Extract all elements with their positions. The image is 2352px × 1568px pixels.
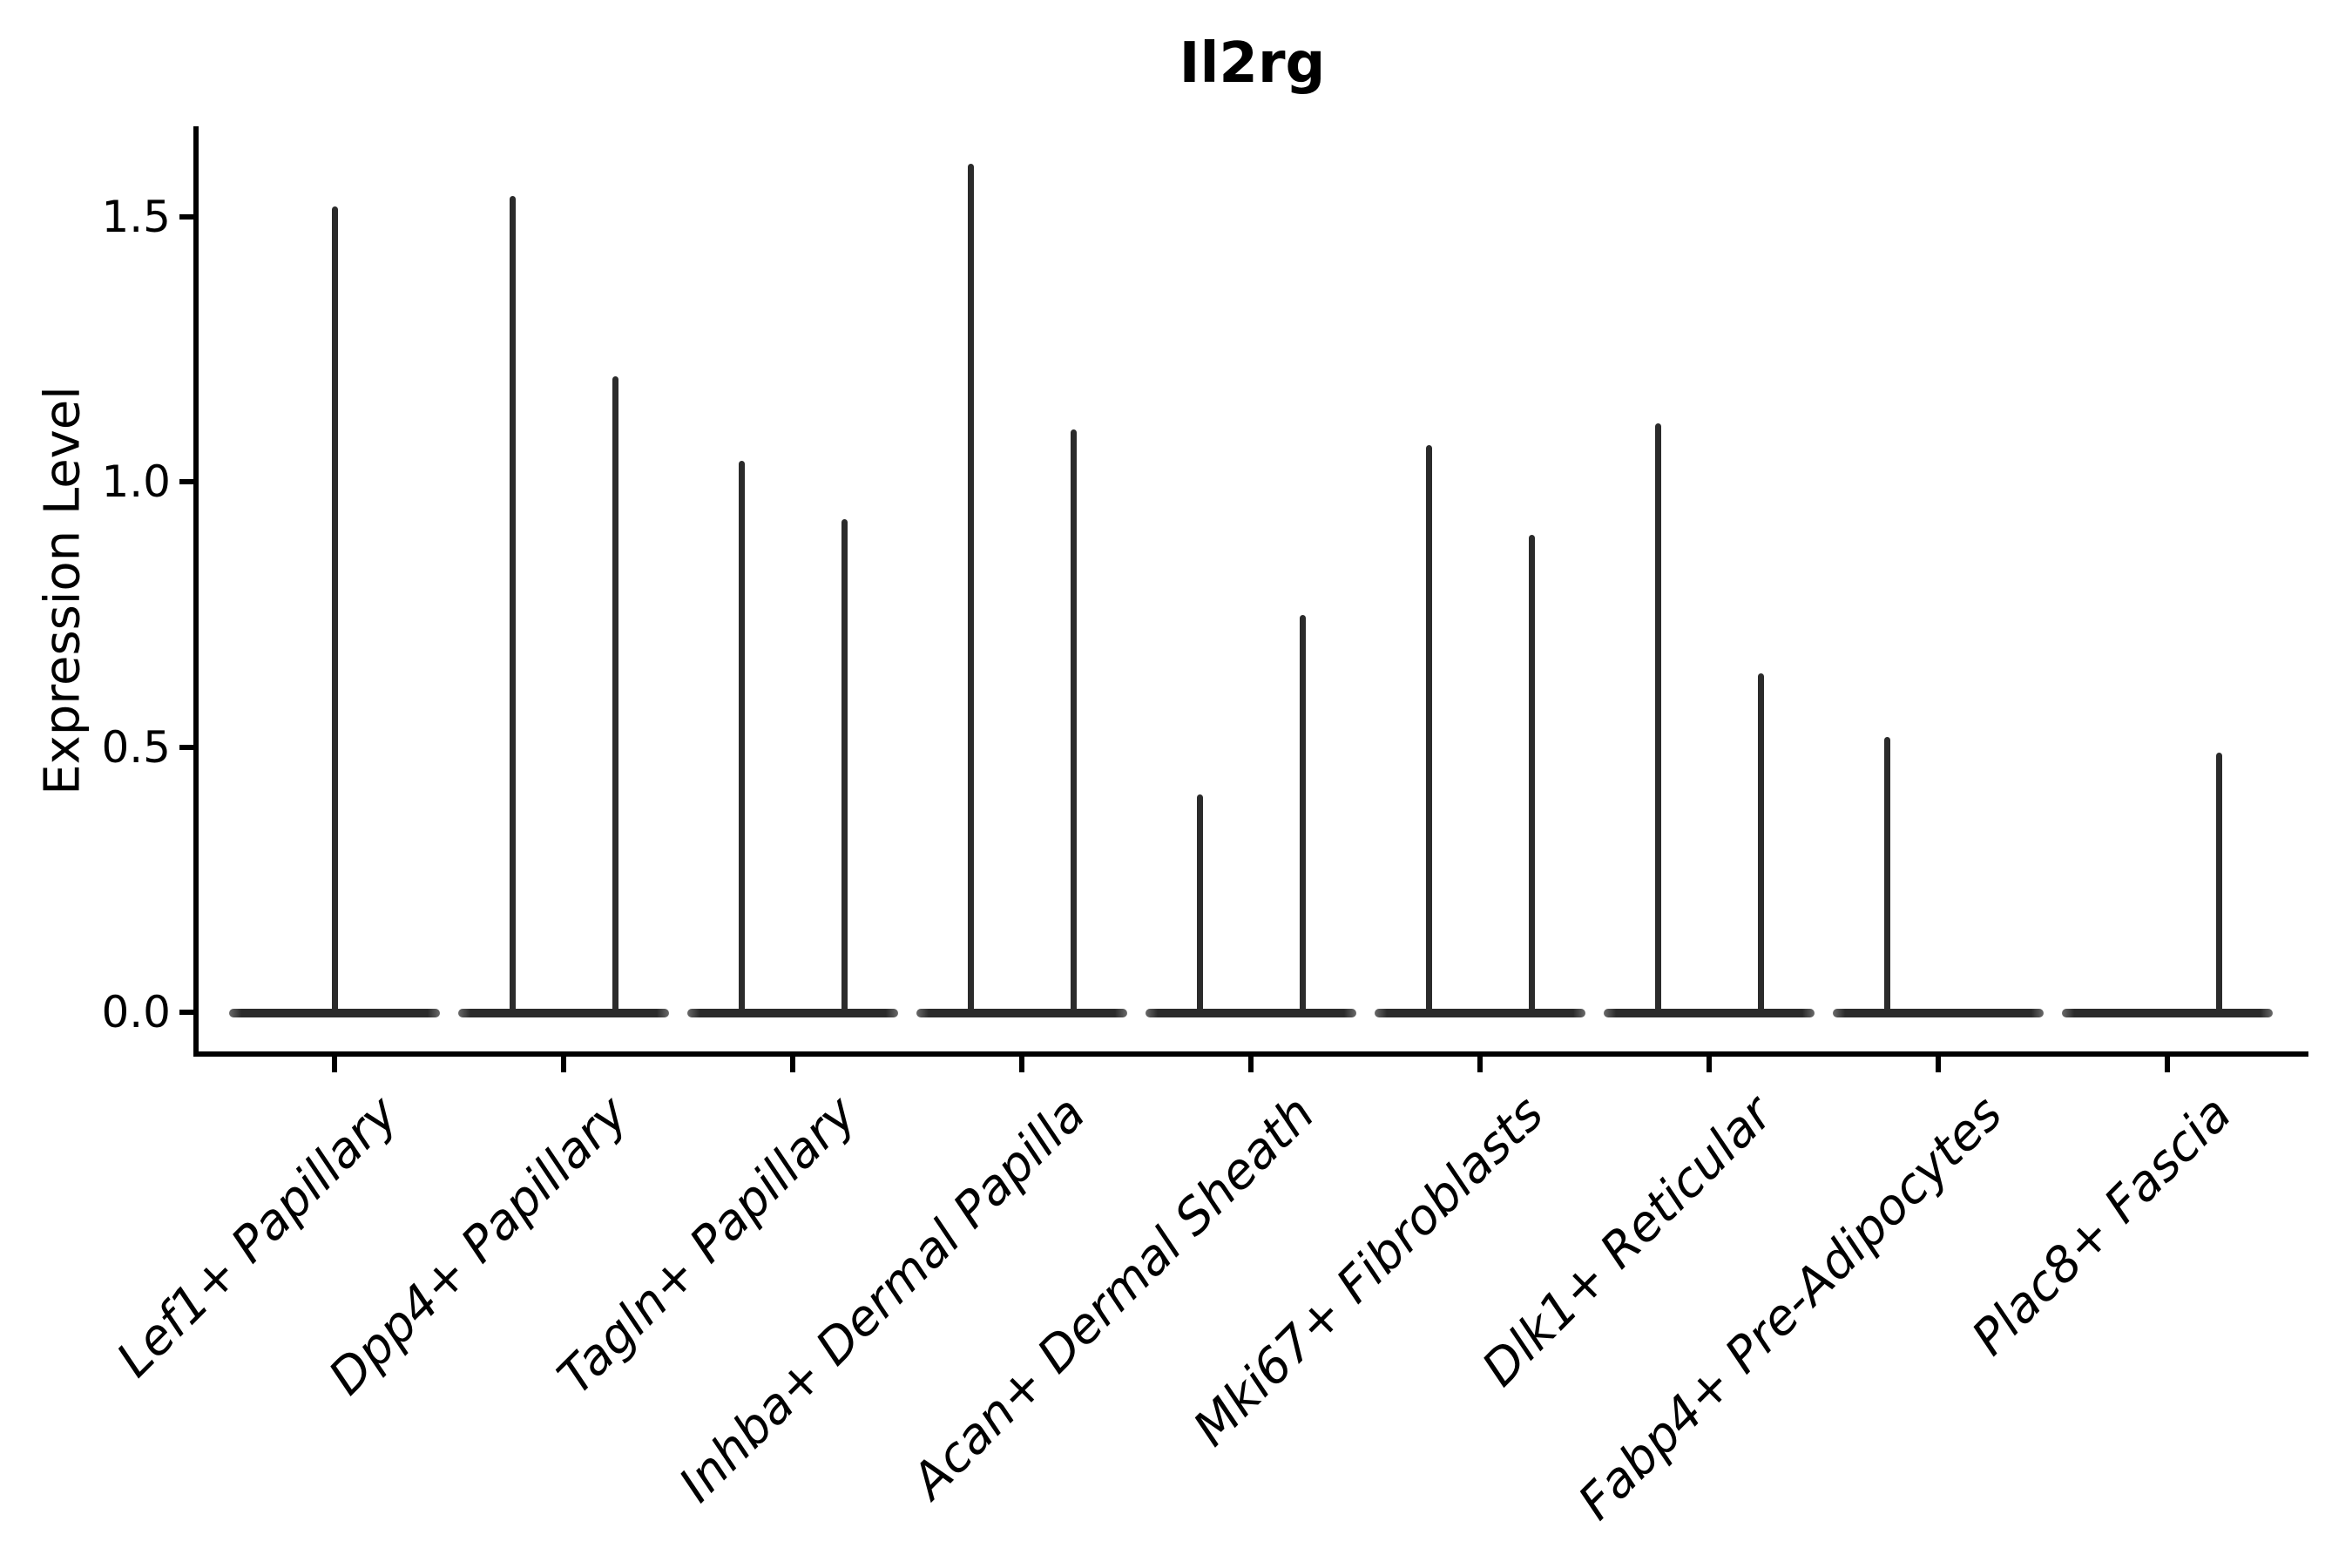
violin-spike-tagln-papillary-left	[738, 461, 745, 1013]
y-tick-mark	[179, 1010, 193, 1015]
x-tick-mark	[1936, 1057, 1941, 1072]
violin-spike-mki67-fibroblasts-right	[1528, 535, 1535, 1013]
violin-spike-dpp4-papillary-left	[509, 195, 516, 1013]
plot-title: Il2rg	[1179, 31, 1326, 96]
x-tick-mark	[1707, 1057, 1712, 1072]
violin-spike-dpp4-papillary-right	[612, 375, 618, 1013]
violin-spike-acan-dermal-sheath-right	[1299, 614, 1306, 1013]
violin-base-inhba-dermal-papilla	[916, 1009, 1127, 1017]
violin-base-mki67-fibroblasts	[1375, 1009, 1585, 1017]
violin-spike-lef1-papillary-center	[331, 206, 338, 1013]
violin-spike-dlk1-reticular-right	[1757, 672, 1764, 1013]
violin-spike-inhba-dermal-papilla-right	[1070, 429, 1077, 1013]
x-tick-mark	[1477, 1057, 1483, 1072]
x-tick-mark	[1019, 1057, 1024, 1072]
violin-spike-plac8-fascia-right	[2215, 752, 2222, 1013]
violin-base-lef1-papillary	[229, 1009, 440, 1017]
y-tick-label: 1.0	[101, 456, 171, 508]
violin-spike-tagln-papillary-right	[841, 518, 848, 1013]
y-axis-spine	[193, 126, 199, 1057]
violin-base-tagln-papillary	[687, 1009, 898, 1017]
violin-spike-acan-dermal-sheath-left	[1196, 794, 1203, 1013]
x-tick-mark	[790, 1057, 795, 1072]
violin-base-acan-dermal-sheath	[1146, 1009, 1356, 1017]
y-tick-mark	[179, 744, 193, 750]
violin-base-dpp4-papillary	[458, 1009, 669, 1017]
y-tick-label: 0.0	[101, 987, 171, 1037]
x-axis-spine	[193, 1051, 2308, 1057]
y-tick-label: 0.5	[101, 721, 171, 773]
y-tick-mark	[179, 479, 193, 485]
violin-spike-fabp4-pre-adipocytes-left	[1883, 736, 1890, 1013]
violin-base-plac8-fascia	[2062, 1009, 2273, 1017]
x-tick-label-acan-dermal-sheath: Acan+ Dermal Sheath	[901, 1085, 1326, 1510]
y-tick-label: 1.5	[101, 192, 171, 242]
x-tick-label-inhba-dermal-papilla: Inhba+ Dermal Papilla	[668, 1085, 1097, 1514]
violin-base-fabp4-pre-adipocytes	[1833, 1009, 2044, 1017]
x-tick-label-fabp4-pre-adipocytes: Fabp4+ Pre-Adipocytes	[1567, 1085, 2013, 1531]
y-tick-mark	[179, 214, 193, 220]
violin-base-dlk1-reticular	[1604, 1009, 1815, 1017]
violin-spike-mki67-fibroblasts-left	[1425, 444, 1432, 1013]
x-tick-mark	[561, 1057, 566, 1072]
x-tick-mark	[1248, 1057, 1254, 1072]
violin-spike-inhba-dermal-papilla-left	[967, 164, 974, 1013]
violin-spike-dlk1-reticular-left	[1654, 423, 1661, 1013]
x-tick-mark	[2165, 1057, 2170, 1072]
x-tick-mark	[332, 1057, 337, 1072]
